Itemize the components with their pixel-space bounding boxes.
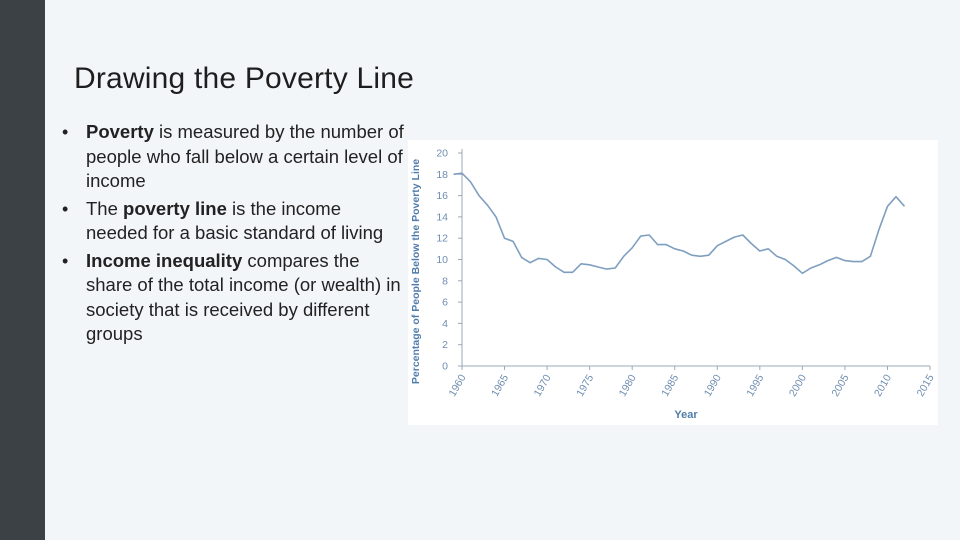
x-tick-label: 1960 [447, 372, 469, 398]
bullet-dot: • [62, 198, 69, 219]
x-tick-label: 2000 [787, 372, 809, 398]
x-axis-title: Year [674, 409, 698, 421]
x-tick-label: 2005 [829, 372, 851, 398]
bullet-bold-text: Income inequality [86, 249, 243, 271]
bullet-dot: • [62, 122, 69, 142]
slide-title: Drawing the Poverty Line [74, 62, 414, 95]
y-tick-label: 4 [442, 318, 448, 330]
bullet-item: • Poverty is measured by the number of pe… [62, 120, 407, 194]
poverty-line-chart: 0 2 4 6 8 10 12 14 16 18 20 1960 1965 1970 1975 1980 198… [408, 140, 938, 425]
y-tick-label: 14 [436, 211, 448, 223]
x-tick-label: 1965 [489, 372, 511, 398]
y-tick-label: 18 [436, 169, 448, 181]
x-tick-label: 1975 [574, 372, 596, 398]
x-tick-label: 1995 [744, 372, 766, 398]
y-axis-title: Percentage of People Below the Poverty L… [410, 159, 422, 384]
x-tick-label: 1985 [659, 372, 681, 398]
y-tick-label: 8 [442, 275, 448, 287]
y-tick-label: 2 [442, 339, 448, 351]
bullet-list: • Poverty is measured by the number of pe… [62, 120, 407, 350]
bullet-item: • The poverty line is the income needed f… [62, 197, 407, 246]
bullet-text: The [86, 197, 124, 219]
bullet-text: is the income needed for a basic standar… [86, 197, 384, 244]
x-tick-label: 1990 [702, 372, 724, 398]
x-tick-label: 1980 [617, 372, 639, 398]
chart-svg: 0 2 4 6 8 10 12 14 16 18 20 1960 1965 1970 1975 1980 198… [410, 148, 937, 422]
sidebar-bar [0, 0, 45, 540]
y-tick-label: 20 [436, 148, 448, 160]
y-tick-label: 12 [436, 233, 448, 245]
poverty-rate-series-line [453, 172, 906, 275]
bullet-item: • Income inequality compares the share of… [62, 249, 407, 347]
x-tick-label: 1970 [532, 372, 554, 398]
bullet-text: is measured by the number of people who … [86, 121, 404, 191]
y-tick-label: 0 [442, 361, 448, 373]
x-tick-label: 2015 [915, 372, 937, 398]
y-tick-label: 6 [442, 297, 448, 309]
y-tick-label: 16 [436, 190, 448, 202]
y-tick-label: 10 [436, 254, 448, 266]
bullet-text: compares the share of the total income (… [86, 249, 401, 345]
bullet-dot: • [62, 250, 69, 271]
bullet-bold-text: Poverty [86, 121, 154, 142]
bullet-bold-text: poverty line [123, 197, 227, 219]
x-tick-label: 2010 [872, 372, 894, 398]
